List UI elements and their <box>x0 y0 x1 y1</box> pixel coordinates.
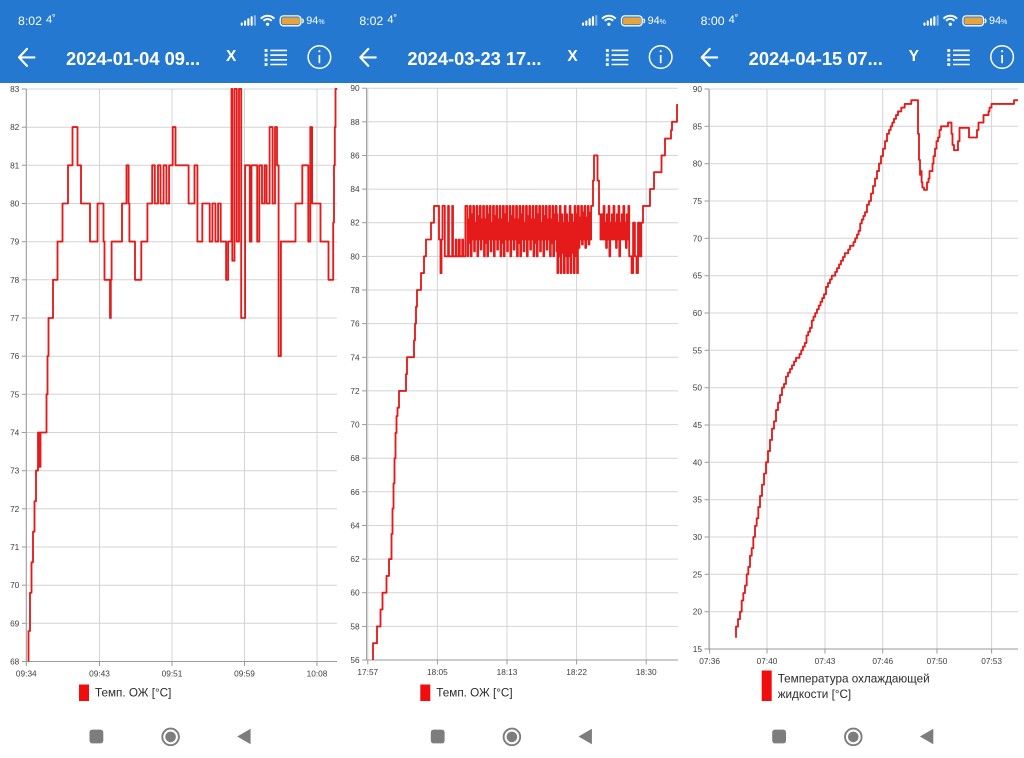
svg-text:07:46: 07:46 <box>872 656 893 666</box>
svg-text:Температура охлаждающей: Температура охлаждающей <box>778 673 930 686</box>
svg-text:85: 85 <box>693 121 703 131</box>
svg-text:74: 74 <box>350 352 360 362</box>
svg-text:18:30: 18:30 <box>636 667 657 677</box>
svg-text:17:57: 17:57 <box>357 667 378 677</box>
svg-text:50: 50 <box>693 383 703 393</box>
svg-text:80: 80 <box>693 159 703 169</box>
svg-text:Темп. ОЖ [°C]: Темп. ОЖ [°C] <box>436 687 512 700</box>
svg-text:81: 81 <box>10 160 20 170</box>
svg-text:07:43: 07:43 <box>815 656 836 666</box>
svg-text:78: 78 <box>10 275 20 285</box>
svg-text:88: 88 <box>350 117 360 127</box>
svg-text:62: 62 <box>350 554 360 564</box>
svg-text:18:22: 18:22 <box>566 667 587 677</box>
svg-text:75: 75 <box>10 389 20 399</box>
svg-text:09:43: 09:43 <box>89 669 110 679</box>
svg-text:35: 35 <box>693 495 703 505</box>
svg-text:90: 90 <box>350 83 360 93</box>
svg-text:70: 70 <box>10 580 20 590</box>
svg-text:20: 20 <box>693 607 703 617</box>
svg-text:15: 15 <box>693 644 703 654</box>
svg-text:69: 69 <box>10 618 20 628</box>
svg-text:70: 70 <box>350 420 360 430</box>
svg-text:жидкости [°C]: жидкости [°C] <box>778 688 852 701</box>
svg-text:09:59: 09:59 <box>234 669 255 679</box>
svg-text:83: 83 <box>10 84 20 94</box>
svg-text:68: 68 <box>10 657 20 667</box>
svg-text:84: 84 <box>350 184 360 194</box>
svg-text:55: 55 <box>693 345 703 355</box>
svg-text:10:08: 10:08 <box>307 669 328 679</box>
svg-text:80: 80 <box>350 251 360 261</box>
svg-text:60: 60 <box>350 588 360 598</box>
svg-text:66: 66 <box>350 487 360 497</box>
svg-text:09:51: 09:51 <box>162 669 183 679</box>
svg-text:07:50: 07:50 <box>927 656 948 666</box>
svg-text:Темп. ОЖ [°C]: Темп. ОЖ [°C] <box>95 687 171 700</box>
svg-text:72: 72 <box>350 386 360 396</box>
svg-text:07:40: 07:40 <box>757 656 778 666</box>
svg-text:70: 70 <box>693 233 703 243</box>
svg-text:79: 79 <box>10 237 20 247</box>
svg-text:07:36: 07:36 <box>699 656 720 666</box>
svg-text:76: 76 <box>10 351 20 361</box>
svg-text:18:05: 18:05 <box>427 667 448 677</box>
svg-text:25: 25 <box>693 569 703 579</box>
svg-text:68: 68 <box>350 453 360 463</box>
svg-text:18:13: 18:13 <box>497 667 518 677</box>
svg-text:30: 30 <box>693 532 703 542</box>
svg-text:45: 45 <box>693 420 703 430</box>
svg-text:71: 71 <box>10 542 20 552</box>
svg-text:80: 80 <box>10 199 20 209</box>
svg-text:78: 78 <box>350 285 360 295</box>
svg-text:73: 73 <box>10 466 20 476</box>
svg-text:56: 56 <box>350 655 360 665</box>
svg-text:82: 82 <box>350 218 360 228</box>
svg-text:64: 64 <box>350 521 360 531</box>
svg-text:90: 90 <box>693 84 703 94</box>
svg-text:40: 40 <box>693 457 703 467</box>
svg-text:72: 72 <box>10 504 20 514</box>
svg-text:82: 82 <box>10 122 20 132</box>
svg-text:77: 77 <box>10 313 20 323</box>
svg-text:65: 65 <box>693 271 703 281</box>
svg-text:07:53: 07:53 <box>981 656 1002 666</box>
svg-text:86: 86 <box>350 151 360 161</box>
svg-text:09:34: 09:34 <box>16 669 37 679</box>
svg-text:60: 60 <box>693 308 703 318</box>
svg-text:74: 74 <box>10 428 20 438</box>
svg-text:76: 76 <box>350 319 360 329</box>
svg-text:75: 75 <box>693 196 703 206</box>
svg-text:58: 58 <box>350 621 360 631</box>
